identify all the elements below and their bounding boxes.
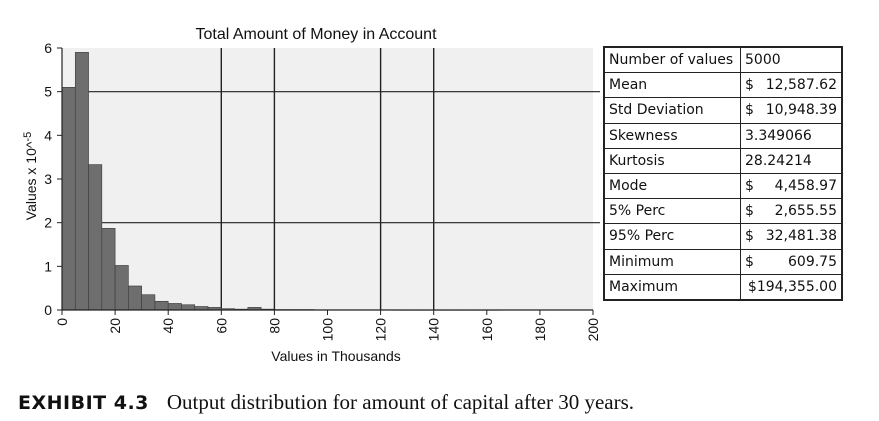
stats-row: Skewness 3.349066 — [603, 122, 843, 149]
stat-label: Kurtosis — [603, 147, 741, 174]
stat-label: Number of values — [603, 46, 741, 74]
stats-row: Std Deviation $10,948.39 — [603, 97, 843, 124]
summary-statistics-table: Number of values 5000 Mean $12,587.62 Std De… — [603, 46, 843, 301]
amount: 609.75 — [788, 253, 837, 270]
histogram-bar — [88, 164, 103, 311]
histogram-bar — [74, 52, 89, 311]
stat-value: $194,355.00 — [740, 273, 843, 301]
stat-value: 28.24214 — [740, 147, 843, 174]
x-tick-label: 140 — [426, 318, 442, 342]
stat-label: Mode — [603, 172, 741, 200]
currency-symbol: $ — [745, 178, 754, 195]
x-tick-label: 200 — [585, 318, 600, 342]
x-tick-label: 100 — [320, 318, 336, 342]
amount: 12,587.62 — [765, 77, 837, 94]
stats-row: Mode $4,458.97 — [603, 172, 843, 200]
stat-label: Maximum — [603, 273, 741, 301]
stats-row: Kurtosis 28.24214 — [603, 147, 843, 174]
y-tick-label: 5 — [44, 84, 52, 100]
stat-value: $32,481.38 — [740, 223, 843, 250]
exhibit-caption: EXHIBIT 4.3 Output distribution for amoun… — [18, 390, 634, 415]
exhibit-label: EXHIBIT 4.3 — [18, 392, 149, 414]
x-tick-label: 0 — [54, 318, 70, 326]
stats-row: 5% Perc $2,655.55 — [603, 198, 843, 225]
stat-value: $609.75 — [740, 248, 843, 275]
histogram-bar — [181, 304, 196, 311]
x-tick-label: 160 — [479, 318, 495, 342]
stat-value: 3.349066 — [740, 122, 843, 149]
currency-symbol: $ — [745, 253, 754, 270]
y-tick-label: 4 — [44, 127, 52, 143]
histogram-bar — [101, 228, 116, 311]
y-tick-label: 1 — [44, 258, 52, 274]
amount: 32,481.38 — [765, 228, 837, 245]
histogram-bar — [167, 303, 182, 311]
y-tick-label: 2 — [44, 215, 52, 231]
y-axis-ticks: 0 1 2 3 4 5 6 — [44, 40, 62, 318]
histogram-chart: 0 1 2 3 4 5 6 0 20 40 60 80 100 120 140 160 180 200 Tota… — [22, 26, 600, 364]
stats-row: Maximum $194,355.00 — [603, 273, 843, 301]
stat-label: Minimum — [603, 248, 741, 275]
x-axis-ticks: 0 20 40 60 80 100 120 140 160 180 200 — [54, 310, 600, 341]
x-tick-label: 60 — [213, 318, 229, 334]
y-tick-label: 3 — [44, 171, 52, 187]
chart-title: Total Amount of Money in Account — [195, 26, 437, 43]
stat-value: $4,458.97 — [740, 172, 843, 200]
currency-symbol: $ — [745, 228, 754, 245]
stat-label: Std Deviation — [603, 97, 741, 124]
x-axis-label: Values in Thousands — [271, 348, 400, 364]
amount: 2,655.55 — [774, 203, 837, 220]
histogram-bars — [61, 52, 501, 311]
currency-symbol: $ — [745, 102, 754, 119]
x-tick-label: 80 — [266, 318, 282, 334]
histogram-bar — [61, 87, 76, 311]
x-tick-label: 20 — [107, 318, 123, 334]
stat-label: 5% Perc — [603, 198, 741, 225]
x-tick-label: 120 — [373, 318, 389, 342]
histogram-bar — [154, 300, 169, 311]
stat-label: 95% Perc — [603, 223, 741, 250]
stats-row: 95% Perc $32,481.38 — [603, 223, 843, 250]
stat-label: Skewness — [603, 122, 741, 149]
currency-symbol: $ — [745, 203, 754, 220]
histogram-bar — [128, 285, 142, 311]
y-tick-label: 0 — [44, 302, 52, 318]
x-tick-label: 40 — [160, 318, 176, 334]
stat-value: $12,587.62 — [740, 72, 843, 99]
amount: 4,458.97 — [774, 178, 837, 195]
exhibit-caption-text: Output distribution for amount of capita… — [166, 390, 635, 414]
stat-value: $2,655.55 — [740, 198, 843, 225]
plot-area — [62, 48, 593, 310]
histogram-bar — [114, 265, 129, 311]
stat-label: Mean — [603, 72, 741, 99]
amount: 10,948.39 — [765, 102, 837, 119]
stats-row: Minimum $609.75 — [603, 248, 843, 275]
gridlines — [62, 48, 600, 310]
x-tick-label: 180 — [532, 318, 548, 342]
y-axis-label: Values x 10^-5 — [22, 132, 39, 220]
histogram-bar — [141, 294, 156, 311]
stat-value: 5000 — [740, 46, 843, 74]
currency-symbol: $ — [745, 77, 754, 94]
stat-value: $10,948.39 — [740, 97, 843, 124]
stats-row: Mean $12,587.62 — [603, 72, 843, 99]
stats-row: Number of values 5000 — [603, 46, 843, 74]
y-tick-label: 6 — [44, 40, 52, 56]
